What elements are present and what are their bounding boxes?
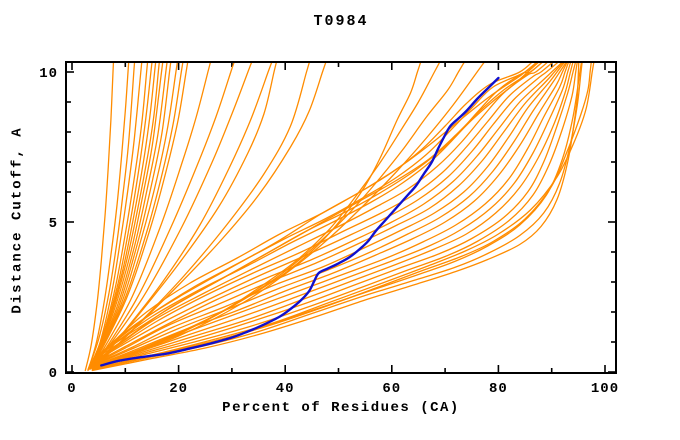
prediction-curve: [92, 63, 569, 367]
prediction-curve: [93, 63, 253, 367]
tick-label: 100: [591, 381, 619, 397]
prediction-curve: [92, 63, 565, 366]
prediction-curve: [93, 63, 485, 370]
prediction-curve: [95, 63, 537, 358]
x-axis-label: Percent of Residues (CA): [222, 400, 460, 416]
prediction-curve: [84, 63, 115, 372]
prediction-curve: [92, 63, 553, 364]
prediction-curve: [91, 63, 184, 369]
prediction-curve: [89, 63, 160, 370]
prediction-curve: [92, 63, 543, 363]
prediction-curve: [90, 63, 178, 370]
prediction-curve: [92, 63, 543, 360]
prediction-curve: [91, 63, 189, 369]
prediction-curve: [90, 63, 172, 370]
tick-label: 0: [67, 381, 76, 397]
highlighted-model-curve: [100, 76, 500, 367]
prediction-curve: [95, 63, 277, 367]
tick-label: 10: [39, 66, 58, 82]
tick-label: 60: [382, 381, 401, 397]
prediction-curve: [91, 63, 576, 369]
prediction-curve: [92, 63, 559, 364]
prediction-curve: [92, 63, 211, 369]
prediction-curve: [87, 63, 143, 371]
tick-label: 0: [49, 366, 58, 382]
prediction-curve: [92, 63, 568, 367]
prediction-curve: [92, 63, 235, 369]
tick-label: 40: [276, 381, 295, 397]
y-axis-label: Distance Cutoff, A: [9, 126, 26, 314]
prediction-curve: [92, 63, 572, 368]
chart-title: T0984: [313, 13, 369, 30]
prediction-curve: [94, 63, 273, 367]
prediction-curve: [96, 63, 310, 366]
prediction-curve: [87, 63, 136, 371]
prediction-curve: [92, 63, 563, 365]
tick-label: 80: [489, 381, 508, 397]
tick-label: 5: [49, 216, 58, 232]
prediction-curve: [90, 63, 164, 370]
prediction-curve: [91, 63, 583, 371]
prediction-curve: [92, 63, 564, 366]
prediction-curve: [87, 63, 130, 372]
prediction-curve: [93, 63, 465, 370]
prediction-curve: [92, 63, 574, 369]
prediction-curve: [93, 63, 595, 370]
tick-label: 20: [169, 381, 188, 397]
prediction-curve: [90, 63, 168, 370]
prediction-curve: [91, 63, 578, 370]
prediction-curve: [92, 63, 567, 367]
